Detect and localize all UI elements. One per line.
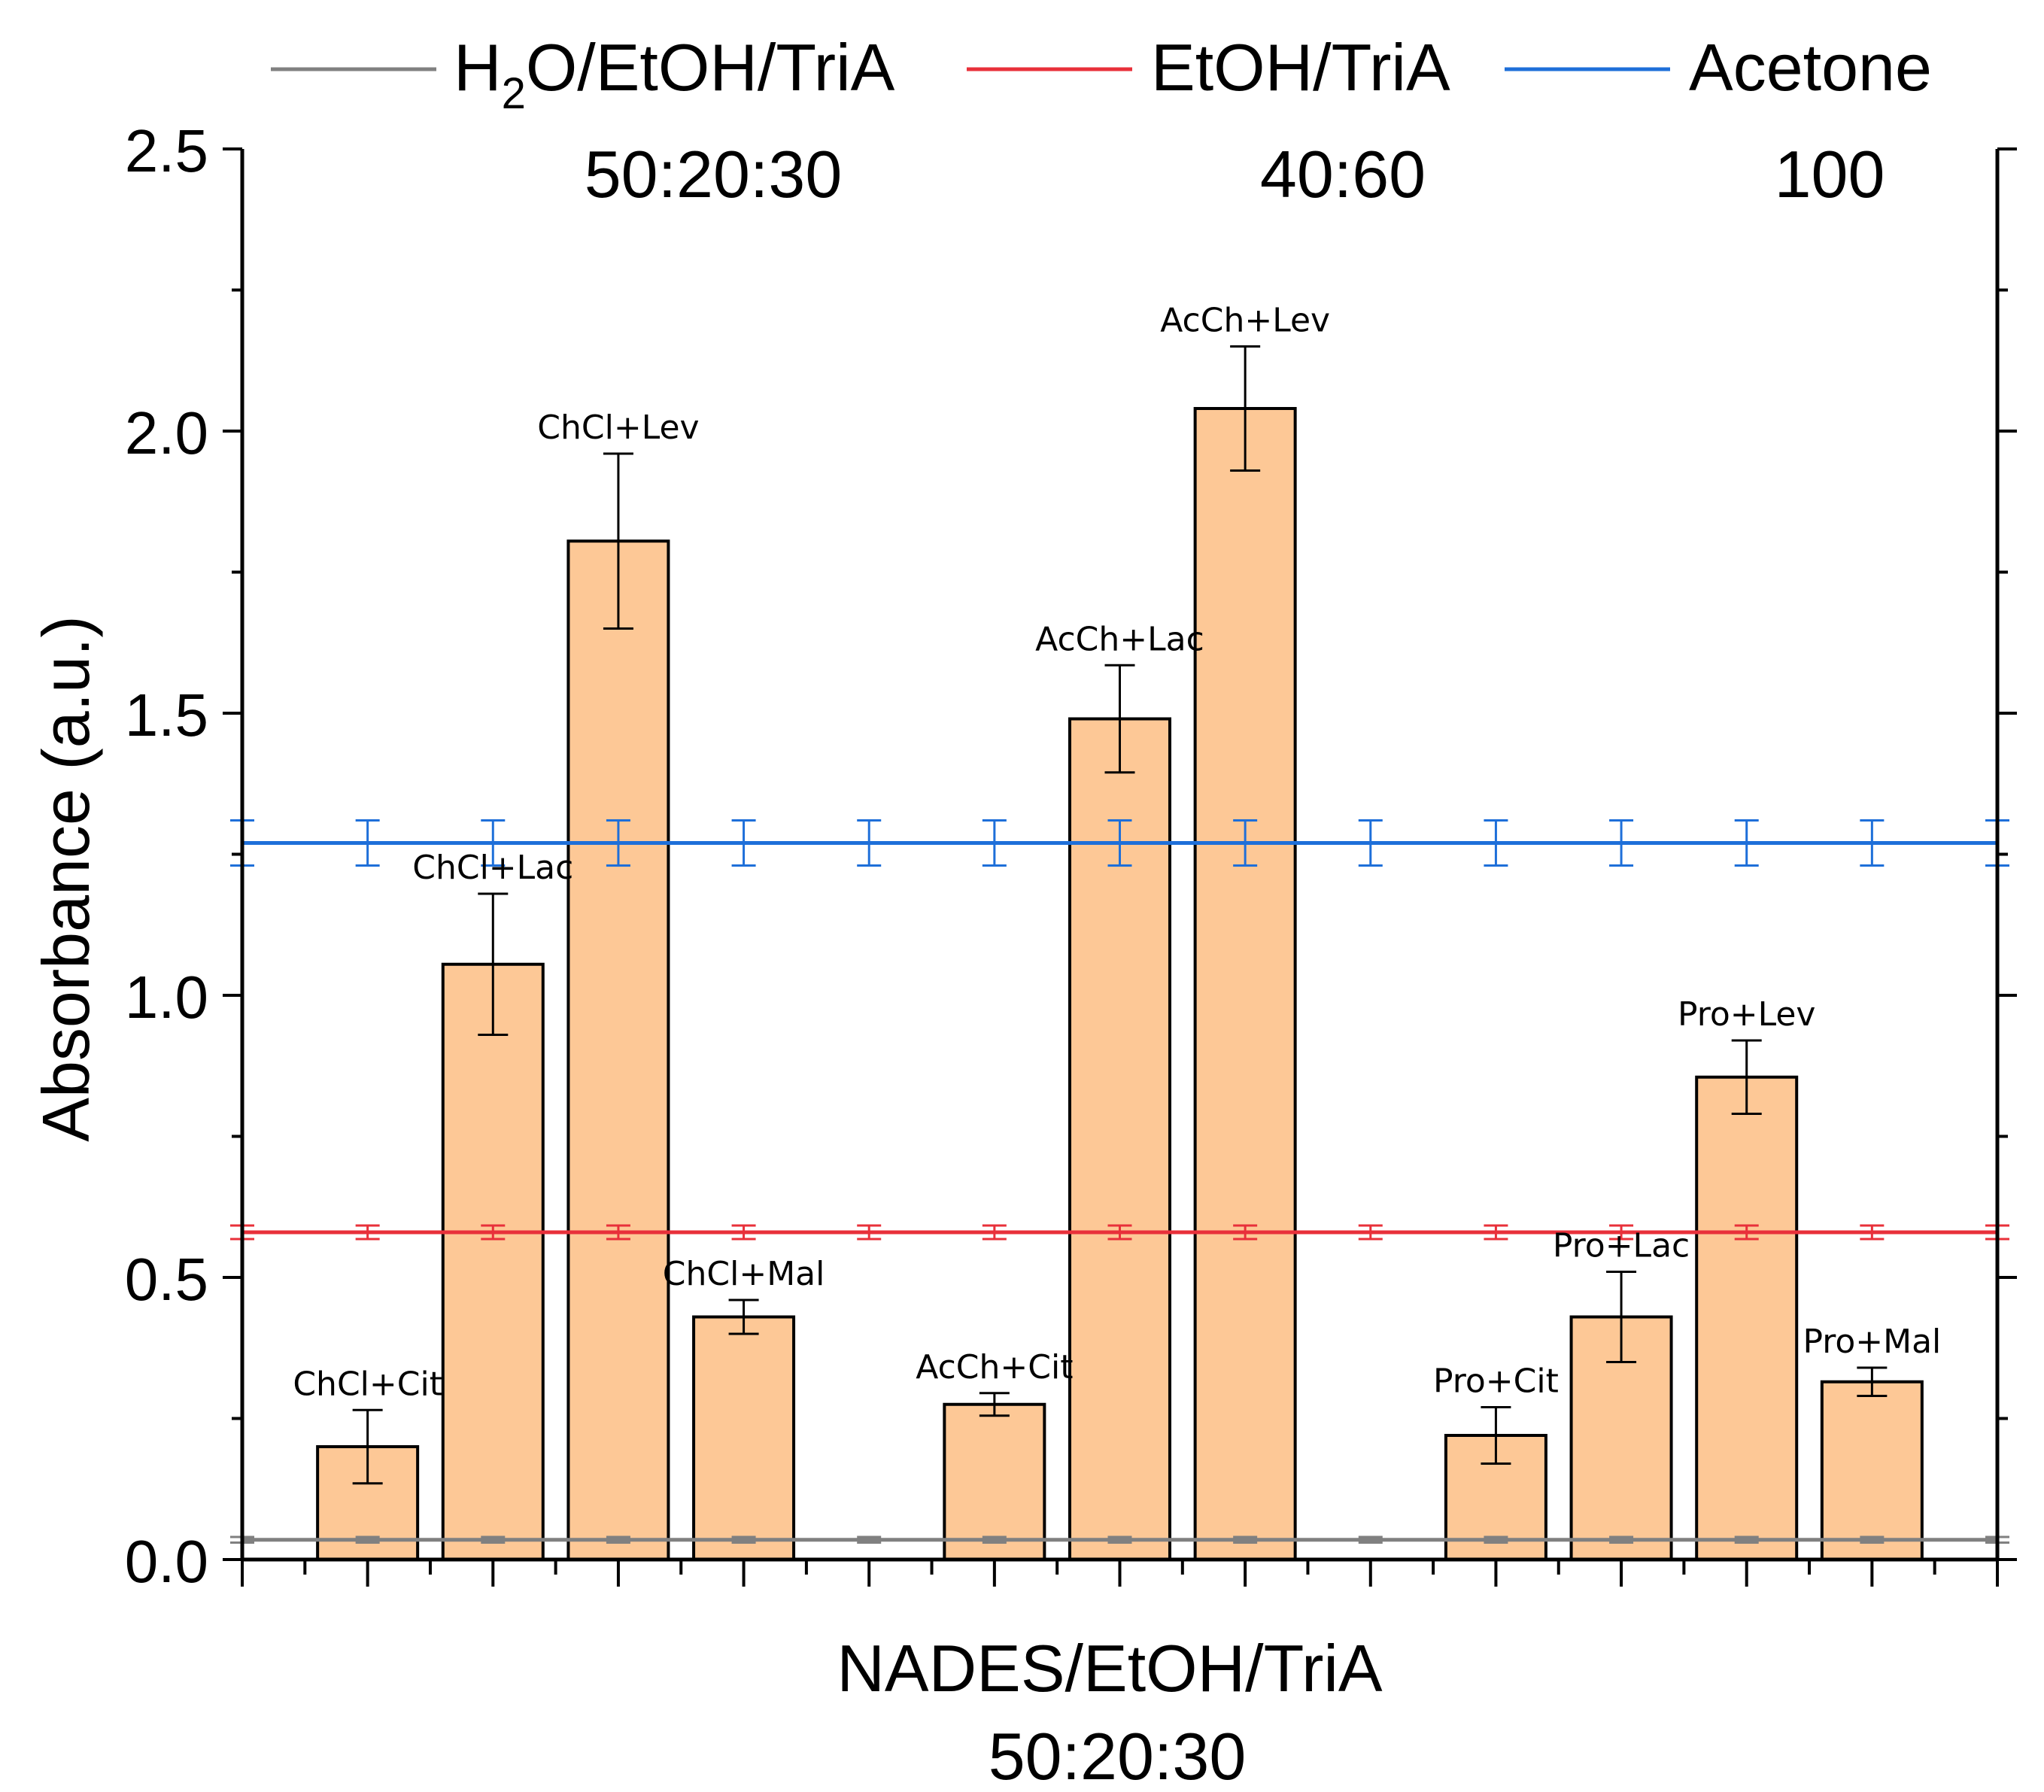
y-tick-label: 0.5 — [125, 1246, 208, 1313]
y-tick-label: 0.0 — [125, 1528, 208, 1595]
reference-errorbar-h2o-etoh-tria — [1107, 1535, 1132, 1544]
reference-errorbar-etoh-tria — [1358, 1224, 1383, 1241]
errorbar-pro-lev — [1731, 1039, 1762, 1115]
errorbar-pro-mal — [1857, 1366, 1888, 1397]
data-label-chcl-mal: ChCl+Mal — [663, 1255, 825, 1293]
data-label-acch-lev: AcCh+Lev — [1160, 302, 1330, 340]
reference-errorbar-etoh-tria — [731, 1224, 756, 1241]
errorbar-pro-cit — [1481, 1406, 1511, 1465]
reference-errorbar-h2o-etoh-tria — [857, 1535, 882, 1544]
reference-errorbar-acetone — [731, 819, 756, 867]
reference-errorbar-acetone — [857, 819, 882, 867]
legend-item-acetone: Acetone — [1505, 30, 1932, 105]
reference-errorbar-h2o-etoh-tria — [1233, 1535, 1258, 1544]
ratio-label-ethanol-tria: 40:60 — [1260, 137, 1426, 211]
reference-errorbar-acetone — [1609, 819, 1634, 867]
bar-acch-lev — [1193, 407, 1297, 1561]
errorbar-chcl-lev — [603, 452, 633, 630]
reference-errorbar-etoh-tria — [481, 1224, 506, 1241]
reference-errorbar-h2o-etoh-tria — [1860, 1535, 1885, 1544]
data-label-chcl-cit: ChCl+Cit — [293, 1365, 442, 1403]
reference-errorbar-h2o-etoh-tria — [731, 1535, 756, 1544]
legend-label-water-ethanol-tria: H2O/EtOH/TriA — [454, 30, 895, 118]
reference-errorbar-h2o-etoh-tria — [1358, 1535, 1383, 1544]
reference-errorbar-acetone — [1484, 819, 1508, 867]
reference-errorbar-h2o-etoh-tria — [355, 1535, 380, 1544]
ratio-label-acetone: 100 — [1775, 137, 1885, 211]
legend-item-water-ethanol-tria: H2O/EtOH/TriA — [271, 30, 895, 118]
reference-errorbar-h2o-etoh-tria — [606, 1535, 630, 1544]
reference-errorbar-acetone — [1358, 819, 1383, 867]
reference-errorbar-h2o-etoh-tria — [481, 1535, 506, 1544]
reference-errorbar-h2o-etoh-tria — [1484, 1535, 1508, 1544]
data-label-pro-mal: Pro+Mal — [1803, 1323, 1941, 1361]
bar-pro-lev — [1695, 1075, 1799, 1561]
y-tick-label: 1.5 — [125, 682, 208, 749]
y-tick-label: 2.5 — [125, 117, 208, 184]
reference-errorbar-etoh-tria — [1107, 1224, 1132, 1241]
reference-errorbar-etoh-tria — [857, 1224, 882, 1241]
bar-chcl-lev — [566, 539, 670, 1561]
reference-errorbar-acetone — [1233, 819, 1258, 867]
legend-item-ethanol-tria: EtOH/TriA — [967, 30, 1450, 105]
reference-errorbar-acetone — [1734, 819, 1759, 867]
errorbar-acch-lac — [1104, 664, 1135, 774]
y-tick-label: 2.0 — [125, 399, 208, 466]
bar-chcl-mal — [692, 1315, 796, 1561]
legend-label-ethanol-tria: EtOH/TriA — [1151, 30, 1450, 105]
reference-errorbar-h2o-etoh-tria — [982, 1535, 1007, 1544]
plot-area: ChCl+Cit ChCl+Lac ChCl+Lev ChCl+Mal AcCh+Cit… — [125, 117, 2017, 1595]
reference-errorbar-acetone — [606, 819, 630, 867]
legend-label-acetone: Acetone — [1689, 30, 1932, 105]
y-axis-title: Absorbance (a.u.) — [29, 615, 103, 1142]
data-label-chcl-lev: ChCl+Lev — [537, 409, 699, 447]
data-label-acch-lac: AcCh+Lac — [1035, 620, 1204, 658]
reference-errorbar-acetone — [982, 819, 1007, 867]
reference-errorbar-etoh-tria — [982, 1224, 1007, 1241]
errorbar-chcl-cit — [352, 1408, 383, 1485]
errorbar-chcl-lac — [478, 892, 509, 1036]
reference-errorbar-etoh-tria — [355, 1224, 380, 1241]
reference-errorbar-etoh-tria — [1484, 1224, 1508, 1241]
reference-errorbar-etoh-tria — [606, 1224, 630, 1241]
legend: H2O/EtOH/TriA EtOH/TriA Acetone — [271, 30, 1932, 118]
ratio-label-water-ethanol-tria: 50:20:30 — [585, 137, 843, 211]
data-label-acch-cit: AcCh+Cit — [916, 1348, 1073, 1387]
reference-errorbar-etoh-tria — [1734, 1224, 1759, 1241]
errorbar-acch-cit — [979, 1392, 1010, 1417]
errorbar-chcl-mal — [728, 1298, 759, 1335]
reference-errorbar-etoh-tria — [1860, 1224, 1885, 1241]
reference-errorbar-acetone — [1107, 819, 1132, 867]
bar-chcl-lac — [441, 962, 545, 1561]
reference-errorbar-acetone — [481, 819, 506, 867]
y-tick-label: 1.0 — [125, 964, 208, 1031]
reference-errorbar-etoh-tria — [1609, 1224, 1634, 1241]
errorbar-acch-lev — [1230, 345, 1261, 472]
reference-errorbar-acetone — [355, 819, 380, 867]
reference-errorbar-etoh-tria — [1233, 1224, 1258, 1241]
reference-errorbar-h2o-etoh-tria — [1609, 1535, 1634, 1544]
reference-errorbar-acetone — [1860, 819, 1885, 867]
data-label-pro-lev: Pro+Lev — [1678, 995, 1816, 1034]
errorbar-pro-lac — [1606, 1271, 1637, 1363]
data-label-chcl-lac: ChCl+Lac — [412, 849, 573, 887]
x-axis-title: NADES/EtOH/TriA — [837, 1631, 1383, 1705]
reference-errorbar-h2o-etoh-tria — [1734, 1535, 1759, 1544]
data-label-pro-cit: Pro+Cit — [1433, 1362, 1559, 1401]
data-label-pro-lac: Pro+Lac — [1553, 1227, 1690, 1265]
x-axis-subtitle: 50:20:30 — [989, 1719, 1247, 1792]
bar-pro-mal — [1820, 1380, 1924, 1561]
